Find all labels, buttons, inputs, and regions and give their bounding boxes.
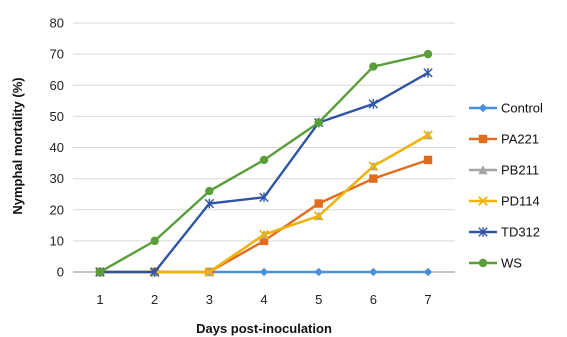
data-point: [204, 198, 215, 209]
data-point: [205, 186, 214, 196]
data-point: [259, 155, 269, 165]
legend-marker: [478, 103, 488, 113]
x-tick-label: 2: [151, 292, 158, 307]
data-point: [259, 229, 269, 240]
data-point: [423, 267, 433, 277]
series-lines: [95, 49, 433, 277]
y-tick-label: 50: [50, 109, 64, 124]
data-point: [313, 211, 324, 221]
series-line: [100, 158, 429, 274]
data-point: [149, 267, 160, 277]
data-point: [369, 267, 378, 277]
data-point: [314, 199, 323, 208]
data-point: [368, 99, 379, 109]
legend-label: WS: [501, 256, 522, 271]
x-axis-title: Days post-inoculation: [196, 321, 332, 336]
y-tick-label: 80: [50, 16, 64, 31]
data-point: [314, 267, 323, 277]
x-tick-label: 7: [424, 292, 431, 307]
data-point: [369, 174, 378, 183]
legend-marker: [478, 165, 488, 175]
data-point: [204, 267, 215, 277]
legend-marker: [478, 227, 488, 237]
y-axis-title: Nymphal mortality (%): [10, 77, 25, 214]
x-tick-label: 3: [206, 292, 213, 307]
y-tick-label: 30: [50, 171, 64, 186]
y-tick-label: 60: [50, 78, 64, 93]
legend-item: PD114: [469, 194, 540, 209]
legend: Control PA221 PB211 PD114 TD312 WS: [469, 101, 543, 271]
legend-label: PA221: [501, 132, 539, 147]
data-point: [259, 192, 269, 203]
x-tick-label: 4: [260, 292, 267, 307]
series-line: [100, 134, 429, 274]
series-pa221: [95, 155, 433, 277]
legend-label: Control: [501, 101, 543, 116]
data-point: [95, 267, 105, 277]
y-axis-ticks: 0 10 20 30 40 50 60 70 80: [50, 16, 64, 280]
data-point: [368, 161, 379, 172]
legend-item: Control: [469, 101, 543, 116]
legend-item: PB211: [469, 163, 539, 178]
series-ws: [95, 49, 433, 277]
y-tick-label: 70: [50, 47, 64, 62]
x-tick-label: 6: [370, 292, 377, 307]
data-point: [423, 68, 433, 78]
data-point: [150, 236, 159, 246]
legend-marker: [478, 196, 488, 206]
legend-marker: [478, 258, 488, 268]
x-tick-label: 1: [96, 292, 103, 307]
data-point: [259, 267, 269, 277]
legend-item: PA221: [469, 132, 539, 147]
legend-label: TD312: [501, 225, 540, 240]
y-tick-label: 40: [50, 140, 64, 155]
data-point: [423, 49, 433, 59]
legend-label: PD114: [501, 194, 540, 209]
data-point: [423, 155, 433, 165]
x-tick-label: 5: [315, 292, 322, 307]
data-point: [369, 62, 378, 71]
y-tick-label: 0: [57, 265, 64, 280]
series-line: [100, 134, 429, 274]
legend-item: TD312: [469, 225, 540, 240]
gridlines: [73, 22, 455, 273]
data-point: [423, 130, 433, 140]
data-point: [259, 236, 269, 246]
y-tick-label: 10: [50, 233, 64, 248]
series-pb211: [95, 130, 433, 277]
legend-marker: [478, 134, 488, 144]
x-axis-ticks: 1 2 3 4 5 6 7: [96, 292, 431, 307]
data-point: [314, 118, 323, 127]
legend-item: WS: [469, 256, 522, 271]
series-pd114: [95, 130, 433, 277]
y-tick-label: 20: [50, 202, 64, 217]
legend-label: PB211: [501, 163, 539, 178]
